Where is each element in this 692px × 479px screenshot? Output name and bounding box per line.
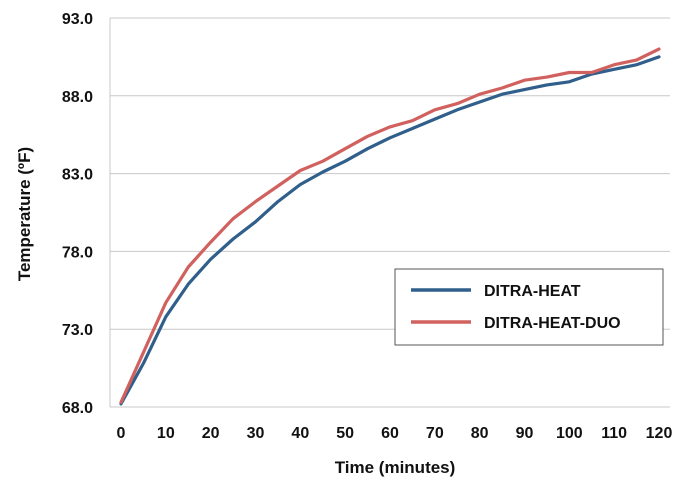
series-line-ditra-heat-duo	[119, 47, 661, 404]
y-axis-ticks: 68.0 73.0 78.0 83.0 88.0 93.0	[62, 11, 93, 417]
x-tick-label: 120	[646, 425, 673, 442]
series-lines	[119, 47, 661, 406]
x-tick-label: 20	[202, 425, 220, 442]
series-line-ditra-heat	[119, 55, 661, 406]
x-tick-label: 110	[601, 425, 627, 442]
y-tick-label: 83.0	[62, 167, 93, 184]
y-axis-title: Temperature (ºF)	[15, 147, 34, 281]
x-axis-ticks: 0 10 20 30 40 50 60 70 80 90 100 110 120	[117, 425, 673, 442]
x-axis-title: Time (minutes)	[335, 458, 456, 477]
x-tick-label: 70	[426, 425, 444, 442]
x-tick-label: 40	[291, 425, 309, 442]
x-tick-label: 50	[336, 425, 354, 442]
y-tick-label: 73.0	[62, 322, 93, 339]
x-tick-label: 0	[117, 425, 126, 442]
legend: DITRA-HEAT DITRA-HEAT-DUO	[394, 268, 664, 346]
y-tick-label: 88.0	[62, 89, 93, 106]
x-tick-label: 10	[157, 425, 175, 442]
legend-box	[394, 268, 664, 346]
x-tick-label: 30	[247, 425, 265, 442]
x-tick-label: 90	[516, 425, 534, 442]
y-tick-label: 93.0	[62, 11, 93, 28]
y-tick-label: 68.0	[62, 400, 93, 417]
legend-label-ditra-heat: DITRA-HEAT	[484, 283, 581, 300]
y-tick-label: 78.0	[62, 244, 93, 261]
x-tick-label: 60	[381, 425, 399, 442]
x-tick-label: 80	[471, 425, 489, 442]
x-tick-label: 100	[556, 425, 583, 442]
legend-label-ditra-heat-duo: DITRA-HEAT-DUO	[484, 315, 621, 332]
